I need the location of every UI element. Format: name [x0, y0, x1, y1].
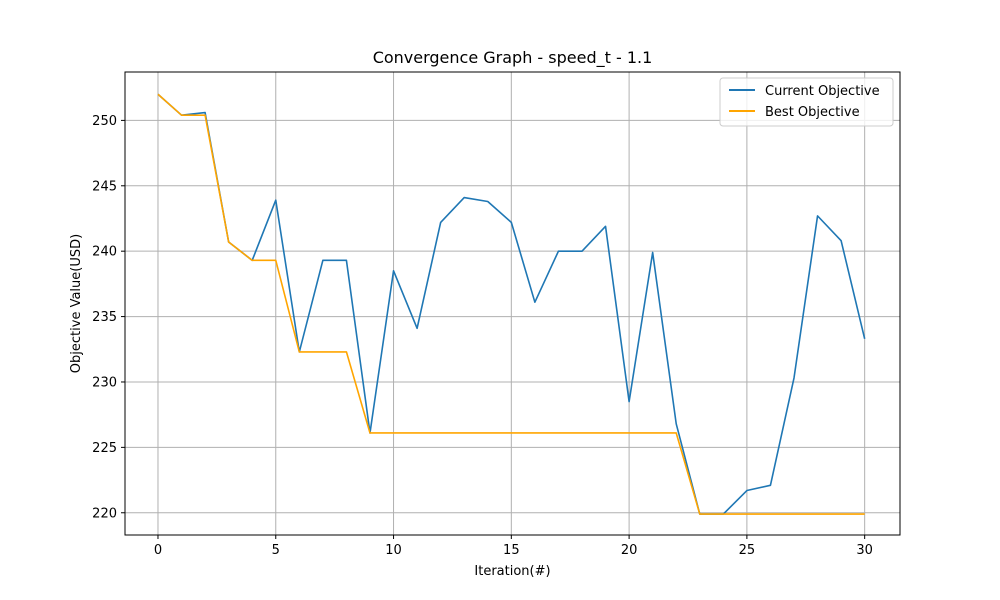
- grid-lines: [125, 72, 900, 535]
- series-line-current-objective: [157, 93, 866, 515]
- y-axis-ticks: 220 225 230 235 240 245 250: [92, 114, 125, 521]
- x-tick-label: 20: [621, 543, 638, 558]
- legend: Current Objective Best Objective: [719, 77, 894, 127]
- legend-box: [719, 77, 894, 127]
- x-tick-label: 5: [272, 543, 280, 558]
- x-axis-ticks: 0 5 10 15 20 25 30: [154, 535, 873, 558]
- chart-title: Convergence Graph - speed_t - 1.1: [373, 48, 653, 68]
- x-tick-label: 0: [154, 543, 162, 558]
- series-line-best-objective: [157, 93, 865, 515]
- y-tick-label: 250: [92, 114, 117, 129]
- x-axis-label: Iteration(#): [474, 564, 550, 579]
- x-tick-label: 25: [739, 543, 756, 558]
- x-tick-label: 30: [856, 543, 873, 558]
- y-tick-label: 240: [92, 245, 117, 260]
- y-tick-label: 225: [92, 441, 117, 456]
- y-tick-label: 220: [92, 506, 117, 521]
- legend-label-current-objective: Current Objective: [765, 84, 880, 99]
- legend-label-best-objective: Best Objective: [765, 105, 860, 120]
- y-tick-label: 245: [92, 179, 117, 194]
- plot-area-frame: [124, 71, 901, 536]
- series-layer: [157, 93, 866, 515]
- x-tick-label: 10: [385, 543, 402, 558]
- y-tick-label: 230: [92, 375, 117, 390]
- x-tick-label: 15: [503, 543, 520, 558]
- y-tick-label: 235: [92, 310, 117, 325]
- y-axis-label: Objective Value(USD): [69, 234, 84, 373]
